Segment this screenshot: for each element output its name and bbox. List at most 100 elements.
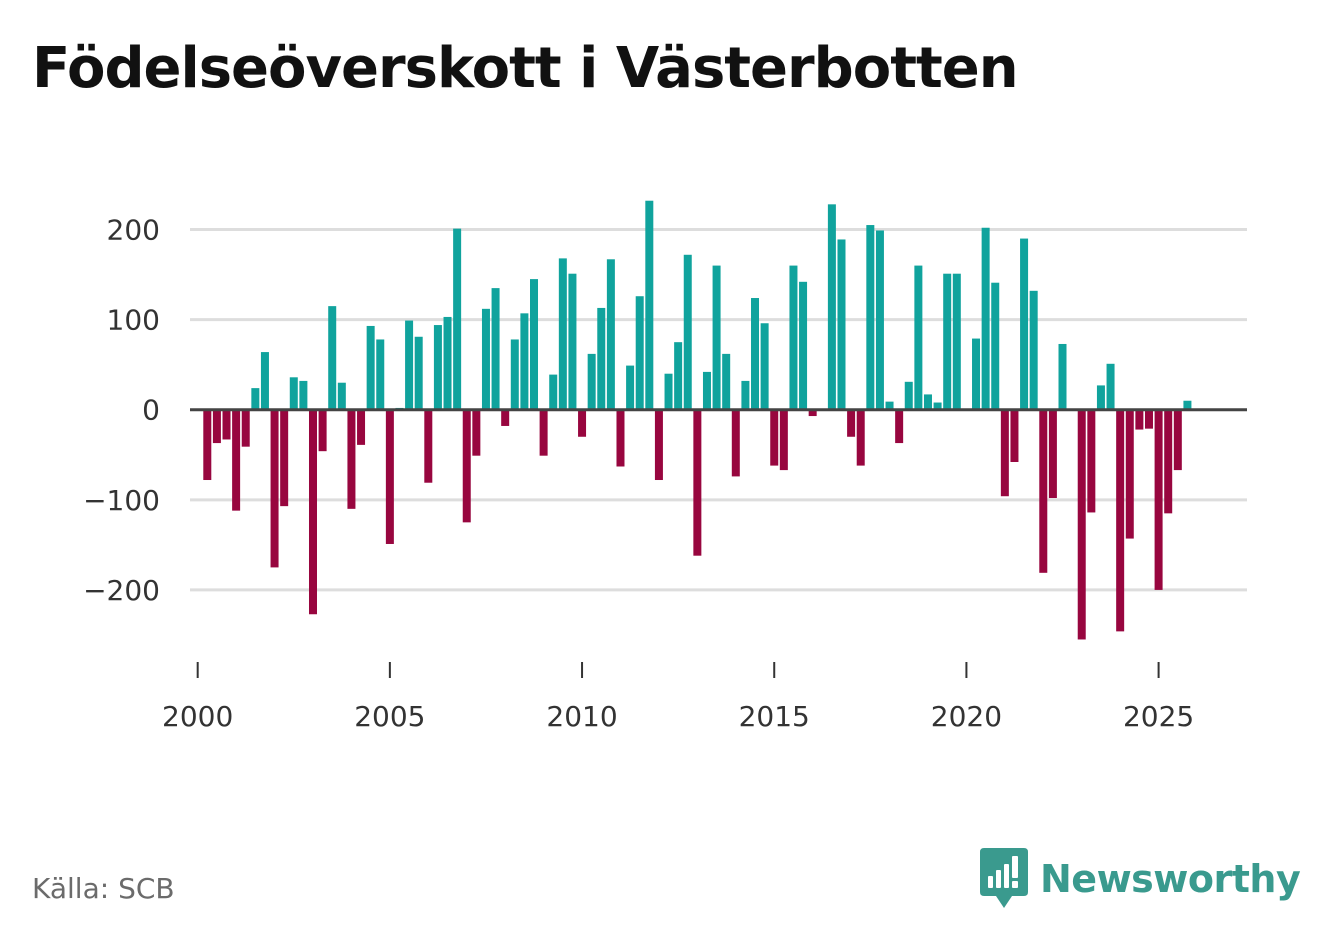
newsworthy-logo-icon [980, 848, 1028, 908]
y-tick-label: 0 [142, 394, 160, 427]
x-tick-label: 2015 [739, 700, 810, 733]
bar [280, 409, 289, 507]
bar [443, 316, 452, 410]
bar [895, 409, 904, 444]
bar [405, 320, 414, 410]
bar [866, 225, 875, 410]
bar [674, 342, 683, 410]
bar [1020, 238, 1029, 410]
y-tick-label: 100 [107, 304, 160, 337]
bar [635, 296, 644, 410]
bar [991, 282, 1000, 410]
bar [481, 308, 490, 410]
chart-title: Födelseöverskott i Västerbotten [32, 36, 1019, 101]
bar [1077, 409, 1086, 640]
bar [712, 265, 721, 410]
bar [616, 409, 625, 467]
bar [1183, 400, 1192, 410]
bar [587, 353, 596, 410]
bar [1058, 343, 1067, 410]
bar [1039, 409, 1048, 573]
bar [203, 409, 212, 481]
bar [693, 409, 702, 556]
x-tick-label: 2000 [162, 700, 233, 733]
bars [203, 200, 1192, 640]
bar [885, 401, 894, 410]
bar [1048, 409, 1057, 499]
bar [799, 281, 808, 410]
bar [385, 409, 394, 544]
bar [501, 409, 510, 426]
bar [539, 409, 548, 456]
bar [626, 365, 635, 410]
bar [510, 339, 519, 410]
bar [751, 298, 760, 410]
bar [597, 307, 606, 410]
bar [212, 409, 221, 444]
bar [337, 382, 346, 410]
bar [222, 409, 231, 440]
bar [366, 325, 375, 410]
bar [241, 409, 250, 447]
bar [1116, 409, 1125, 632]
bar [433, 325, 442, 410]
bar [558, 258, 567, 410]
bar [789, 265, 798, 410]
bar [1010, 409, 1019, 462]
bar [827, 204, 836, 410]
bar [664, 373, 673, 410]
bar [654, 409, 663, 481]
bar [530, 279, 539, 410]
bar [376, 339, 385, 410]
bar [357, 409, 366, 445]
x-tick-label: 2020 [931, 700, 1002, 733]
bar [472, 409, 481, 456]
x-tick-label: 2010 [546, 700, 617, 733]
bar [520, 313, 529, 410]
bar [1096, 385, 1105, 410]
bar [232, 409, 241, 511]
bar [251, 388, 260, 410]
bar [760, 323, 769, 410]
bar [318, 409, 327, 452]
x-tick-label: 2025 [1123, 700, 1194, 733]
bar [347, 409, 356, 509]
bar [972, 338, 981, 410]
bar [702, 371, 711, 410]
bar [328, 306, 337, 410]
bar [943, 273, 952, 410]
bar [770, 409, 779, 466]
bar [299, 380, 308, 410]
bar [491, 288, 500, 410]
bar [1144, 409, 1153, 429]
bar [1154, 409, 1163, 590]
bar [1106, 363, 1115, 410]
y-tick-label: −200 [83, 574, 160, 607]
bar [289, 377, 298, 410]
bar [1000, 409, 1009, 497]
bar [808, 409, 817, 417]
bar [731, 409, 740, 477]
bar [453, 228, 462, 410]
x-tick-label: 2005 [354, 700, 425, 733]
bar [414, 336, 423, 410]
bar [779, 409, 788, 471]
bar [1029, 290, 1038, 410]
bar [462, 409, 471, 523]
bar [904, 381, 913, 410]
bar [270, 409, 279, 568]
bar [260, 352, 269, 410]
y-tick-label: 200 [107, 214, 160, 247]
bar [847, 409, 856, 437]
bar [645, 200, 654, 410]
source-note: Källa: SCB [32, 872, 175, 905]
bar [1087, 409, 1096, 513]
bar [722, 353, 731, 410]
newsworthy-brand-link[interactable]: Newsworthy [980, 848, 1301, 910]
bar [549, 374, 558, 410]
bar [875, 230, 884, 410]
bar [1135, 409, 1144, 430]
bar [837, 239, 846, 410]
brand-name: Newsworthy [1040, 857, 1301, 901]
